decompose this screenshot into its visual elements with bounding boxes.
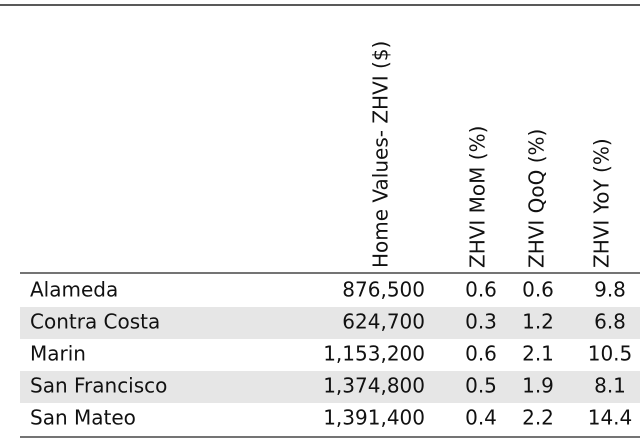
row-label: Marin — [30, 342, 86, 366]
cell: 0.6 — [522, 278, 554, 302]
cell: 1,374,800 — [323, 374, 425, 398]
cell: 0.6 — [465, 342, 497, 366]
row-label: San Francisco — [30, 374, 167, 398]
cell: 1,391,400 — [323, 406, 425, 430]
column-header: ZHVI MoM (%) — [466, 126, 490, 268]
cell: 0.6 — [465, 278, 497, 302]
column-header: ZHVI YoY (%) — [590, 138, 614, 268]
cell: 6.8 — [594, 310, 626, 334]
cell: 8.1 — [594, 374, 626, 398]
row-band — [20, 371, 640, 403]
cell: 10.5 — [588, 342, 633, 366]
row-band — [20, 307, 640, 339]
cell: 0.4 — [465, 406, 497, 430]
row-label: San Mateo — [30, 406, 136, 430]
cell: 1,153,200 — [323, 342, 425, 366]
cell: 9.8 — [594, 278, 626, 302]
cell: 2.2 — [522, 406, 554, 430]
cell: 0.5 — [465, 374, 497, 398]
cell: 624,700 — [342, 310, 425, 334]
cell: 876,500 — [342, 278, 425, 302]
row-label: Contra Costa — [30, 310, 160, 334]
cell: 0.3 — [465, 310, 497, 334]
column-header: ZHVI QoQ (%) — [525, 129, 549, 268]
cell: 14.4 — [588, 406, 633, 430]
column-header: Home Values- ZHVI ($) — [369, 41, 393, 268]
cell: 2.1 — [522, 342, 554, 366]
cell: 1.2 — [522, 310, 554, 334]
cell: 1.9 — [522, 374, 554, 398]
row-label: Alameda — [30, 278, 118, 302]
